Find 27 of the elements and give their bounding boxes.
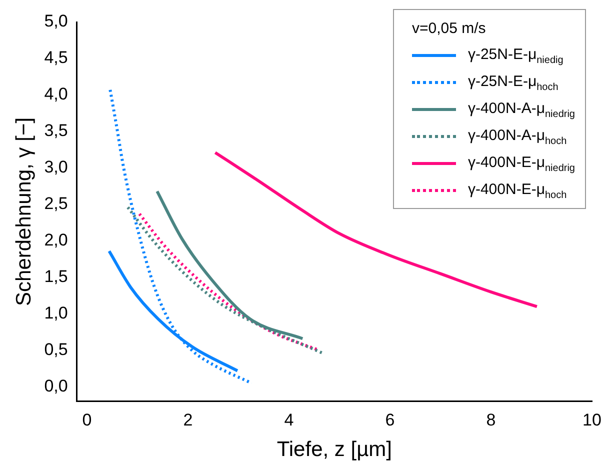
y-tick-label: 1,0 [44, 304, 68, 323]
y-tick-label: 4,5 [44, 48, 68, 68]
x-tick-label: 8 [486, 410, 496, 430]
y-tick-label: 4,0 [44, 84, 68, 104]
y-tick-label: 1,5 [44, 267, 68, 286]
legend-label: γ-400N-E-μ$_{hoch}$ [468, 180, 567, 200]
x-tick-label: 0 [82, 410, 92, 430]
y-axis-title: Scherdehnung, γ [−] [12, 117, 36, 306]
x-tick-label: 2 [183, 410, 193, 430]
line-series [108, 88, 254, 385]
x-axis-title: Tiefe, z [µm] [276, 438, 392, 462]
y-tick-label: 5,0 [44, 12, 68, 31]
legend-title: v=0,05 m/s [412, 19, 487, 39]
legend-label: γ-400N-A-μ$_{hoch}$ [468, 126, 567, 146]
legend-label: γ-25N-E-μ$_{hoch}$ [468, 72, 558, 92]
legend-label: γ-400N-E-μ$_{niedrig}$ [468, 154, 575, 174]
x-tick-label: 10 [582, 410, 602, 430]
legend-label: γ-25N-E-μ$_{niedig}$ [468, 46, 564, 66]
y-tick-label: 2,0 [44, 230, 68, 250]
y-tick-label: 0,0 [44, 376, 68, 396]
x-tick-label: 6 [385, 410, 395, 430]
y-tick-label: 3,5 [44, 121, 68, 140]
y-tick-label: 3,0 [44, 158, 68, 177]
y-tick-label: 0,5 [44, 340, 68, 360]
x-tick-label: 4 [284, 410, 294, 430]
y-tick-label: 2,5 [44, 194, 68, 214]
legend-label: γ-400N-A-μ$_{niedrig}$ [468, 100, 575, 120]
